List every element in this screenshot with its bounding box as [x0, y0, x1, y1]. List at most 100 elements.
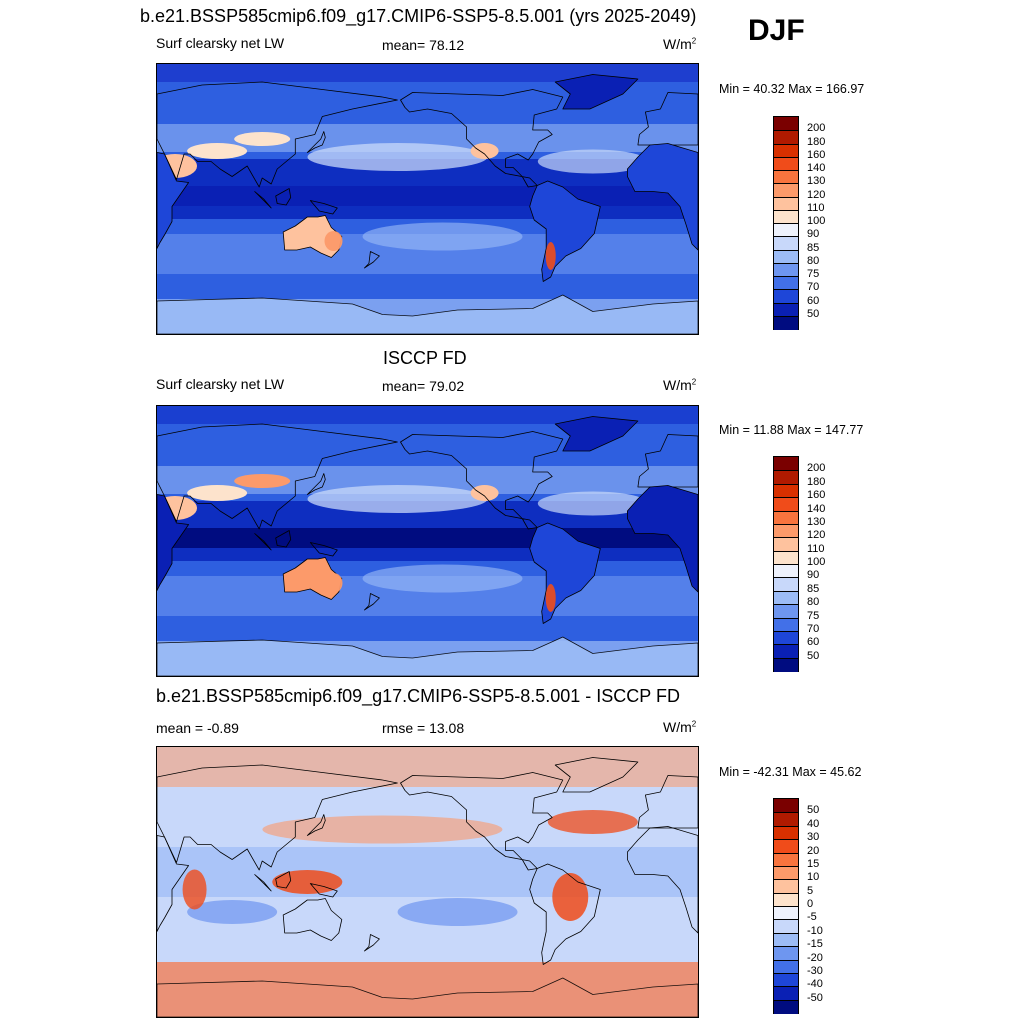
map-svg	[157, 747, 698, 1017]
colorbar-swatch	[774, 143, 798, 158]
colorbar-tick-label: 70	[807, 281, 820, 294]
coastline-japan	[306, 131, 326, 153]
colorbar-swatch	[774, 946, 798, 960]
map-svg	[157, 64, 698, 334]
coastline-antarctica	[157, 977, 698, 1017]
colorbar-swatch	[774, 510, 798, 525]
colorbar-tick-label: 70	[807, 622, 820, 635]
colorbar-tick-label: 120	[807, 529, 826, 542]
colorbar-tick-label: 180	[807, 475, 826, 488]
colorbar-tick-label: 5	[807, 884, 814, 897]
colorbar-swatch	[774, 470, 798, 485]
colorbar-tick-label: -10	[807, 924, 823, 937]
colorbar-swatch	[774, 892, 798, 907]
colorbar-tick-label: 140	[807, 502, 826, 515]
coastline-antarctica	[157, 636, 698, 676]
coastline-africaNW	[626, 485, 698, 593]
panel3-colorbar	[773, 798, 799, 1014]
colorbar-swatch	[774, 972, 798, 987]
colorbar-tick-label: -20	[807, 951, 823, 964]
colorbar-tick-label: 40	[807, 817, 820, 830]
panel3-mean-label: mean = -0.89	[156, 720, 239, 736]
field-southern-africa-warm	[324, 573, 343, 593]
colorbar-swatch	[774, 657, 798, 672]
coastline-nz	[363, 251, 380, 269]
coastline-northAmerica	[400, 772, 564, 871]
coastline-europeW	[637, 92, 698, 146]
colorbar-tick-label: 120	[807, 188, 826, 201]
colorbar-swatch	[774, 839, 798, 853]
coastline-newguinea	[309, 542, 338, 557]
coastline-nz	[363, 593, 380, 611]
coastline-borneo	[275, 871, 292, 889]
colorbar-swatch	[774, 799, 798, 813]
coastline-europeW	[637, 775, 698, 829]
colorbar-tick-label: 20	[807, 844, 820, 857]
field-central-asia-warm	[234, 132, 291, 146]
coastline-europeAsia	[157, 764, 398, 871]
colorbar-swatch	[774, 906, 798, 920]
colorbar-tick-label: 50	[807, 649, 820, 662]
field-north-pacific-blob	[307, 143, 488, 171]
field-southern-ocean-band	[157, 962, 698, 1017]
colorbar-tick-label: 200	[807, 122, 826, 135]
coastline-japan	[306, 473, 326, 495]
field-sw-usa-warm	[470, 485, 499, 501]
colorbar-swatch	[774, 644, 798, 659]
field-amazon-warm	[552, 873, 589, 921]
colorbar-swatch	[774, 156, 798, 171]
map-svg	[157, 406, 698, 676]
field-north-pacific-blob	[307, 485, 488, 513]
colorbar-tick-label: 90	[807, 228, 820, 241]
colorbar-swatch	[774, 986, 798, 1001]
colorbar-tick-label: 200	[807, 462, 826, 475]
coastline-australia	[282, 898, 343, 941]
season-label: DJF	[748, 14, 805, 47]
coastline-northAmerica	[400, 89, 564, 188]
colorbar-swatch	[774, 457, 798, 471]
field-maritime-continent-warm	[272, 870, 343, 894]
coastline-greenland	[554, 757, 639, 793]
colorbar-swatch	[774, 537, 798, 552]
colorbar-tick-label: 130	[807, 175, 826, 188]
colorbar-swatch	[774, 959, 798, 974]
field-south-pacific-blob	[362, 222, 523, 251]
colorbar-swatch	[774, 289, 798, 303]
field-north-pacific-blob	[262, 815, 503, 844]
colorbar-tick-label: 50	[807, 307, 820, 320]
field-mideast-warm	[187, 143, 248, 159]
panel2-minmax: Min = 11.88 Max = 147.77	[719, 423, 864, 437]
panel1-colorbar	[773, 116, 799, 330]
colorbar-tick-label: -40	[807, 978, 823, 991]
colorbar-tick-label: 90	[807, 569, 820, 582]
colorbar-tick-label: 180	[807, 135, 826, 148]
panel2-units: W/m2	[663, 377, 697, 393]
field-southern-africa-warm	[324, 231, 343, 251]
coastline-japan	[306, 814, 326, 836]
colorbar-swatch	[774, 196, 798, 211]
panel1-minmax: Min = 40.32 Max = 166.97	[719, 82, 865, 96]
field-north-atlantic-blob	[547, 810, 638, 834]
colorbar-swatch	[774, 117, 798, 131]
panel2-mean-label: mean= 79.02	[382, 378, 465, 394]
coastline-greenland	[554, 416, 639, 452]
coastline-sumatra	[254, 191, 272, 209]
colorbar-swatch	[774, 223, 798, 237]
panel1-units: W/m2	[663, 36, 697, 52]
panel1-map	[156, 63, 699, 335]
colorbar-swatch	[774, 919, 798, 934]
coastline-newguinea	[309, 200, 338, 215]
colorbar-swatch	[774, 276, 798, 290]
colorbar-tick-label: 110	[807, 201, 825, 214]
field-arctic-band	[157, 406, 698, 424]
field-north-atlantic-blob	[537, 491, 648, 516]
colorbar-tick-label: 10	[807, 871, 820, 884]
colorbar-swatch	[774, 483, 798, 498]
field-tropical-band	[157, 847, 698, 897]
coastline-nz	[363, 934, 380, 952]
coastline-greenland	[554, 74, 639, 110]
colorbar-tick-label: 80	[807, 254, 820, 267]
panel3-map	[156, 746, 699, 1018]
panel2-colorbar	[773, 456, 799, 672]
field-arctic-band	[157, 64, 698, 82]
